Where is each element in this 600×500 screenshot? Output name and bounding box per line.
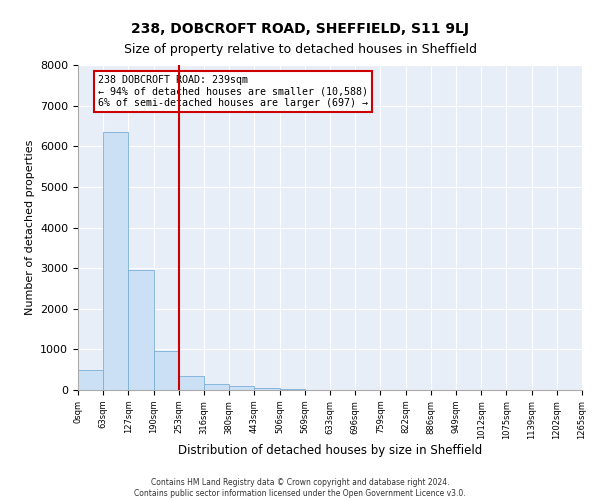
Text: 238, DOBCROFT ROAD, SHEFFIELD, S11 9LJ: 238, DOBCROFT ROAD, SHEFFIELD, S11 9LJ [131, 22, 469, 36]
Bar [179, 376, 204, 390]
Y-axis label: Number of detached properties: Number of detached properties [25, 140, 35, 315]
Bar [204, 384, 229, 390]
Text: Size of property relative to detached houses in Sheffield: Size of property relative to detached ho… [124, 42, 476, 56]
Bar [154, 352, 179, 390]
Bar [254, 388, 280, 390]
Bar [78, 370, 103, 390]
Bar [280, 389, 305, 390]
X-axis label: Distribution of detached houses by size in Sheffield: Distribution of detached houses by size … [178, 444, 482, 458]
Bar [103, 132, 128, 390]
Bar [229, 386, 254, 390]
Text: 238 DOBCROFT ROAD: 239sqm
← 94% of detached houses are smaller (10,588)
6% of se: 238 DOBCROFT ROAD: 239sqm ← 94% of detac… [98, 74, 368, 108]
Bar [128, 270, 154, 390]
Text: Contains HM Land Registry data © Crown copyright and database right 2024.
Contai: Contains HM Land Registry data © Crown c… [134, 478, 466, 498]
